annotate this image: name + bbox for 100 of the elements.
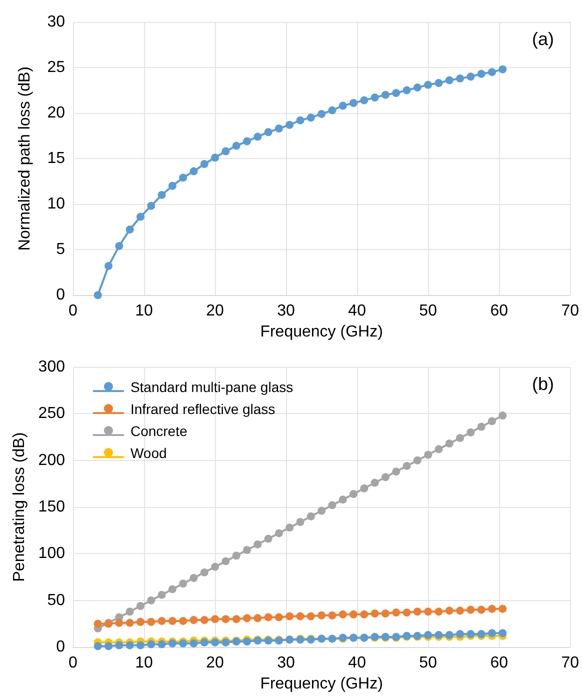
point xyxy=(360,484,368,492)
x-tick-label: 30 xyxy=(277,302,296,320)
point xyxy=(466,606,475,614)
point xyxy=(328,501,336,510)
point xyxy=(424,450,432,459)
point xyxy=(254,614,262,622)
point xyxy=(94,291,102,300)
y-tick-label: 150 xyxy=(38,498,66,516)
point xyxy=(200,160,208,168)
point xyxy=(318,611,326,620)
y-axis-title: Normalized path loss (dB) xyxy=(16,66,34,251)
point xyxy=(456,74,464,82)
point xyxy=(190,574,198,582)
point xyxy=(104,642,113,650)
point xyxy=(370,609,379,618)
point xyxy=(286,524,294,532)
point xyxy=(136,212,144,221)
point xyxy=(498,412,507,420)
point xyxy=(350,490,358,498)
point xyxy=(286,120,294,129)
point xyxy=(286,612,294,620)
point xyxy=(158,616,166,625)
y-tick-label: 15 xyxy=(47,150,66,168)
y-tick-label: 20 xyxy=(47,104,66,122)
point xyxy=(306,114,315,122)
point xyxy=(338,102,347,110)
y-tick-label: 300 xyxy=(38,358,66,376)
y-tick-label: 30 xyxy=(47,14,66,30)
point xyxy=(147,596,156,604)
y-tick-label: 25 xyxy=(47,59,66,76)
point xyxy=(328,106,336,114)
point xyxy=(179,580,188,588)
y-tick-label: 0 xyxy=(56,638,66,656)
point xyxy=(190,616,198,624)
point xyxy=(126,641,134,650)
point xyxy=(168,182,176,190)
point xyxy=(477,606,486,614)
point xyxy=(222,147,230,156)
annotation: (a) xyxy=(532,29,554,49)
point xyxy=(402,462,411,470)
point xyxy=(477,422,486,431)
point xyxy=(115,618,124,627)
point xyxy=(211,562,220,571)
point xyxy=(168,585,176,594)
point xyxy=(94,642,102,650)
x-tick-label: 20 xyxy=(206,302,224,320)
point xyxy=(318,110,326,118)
point xyxy=(190,167,198,176)
point xyxy=(232,142,240,150)
point xyxy=(381,473,390,482)
point xyxy=(136,602,144,610)
point xyxy=(179,616,188,625)
point xyxy=(488,629,496,638)
point xyxy=(274,529,283,538)
point xyxy=(126,618,134,627)
point xyxy=(338,610,347,618)
point xyxy=(402,86,411,94)
point xyxy=(413,608,422,616)
point xyxy=(445,440,454,448)
point xyxy=(360,96,368,104)
point xyxy=(94,620,102,628)
x-tick-label: 70 xyxy=(561,654,580,672)
point xyxy=(477,70,486,78)
point xyxy=(147,640,156,648)
point xyxy=(445,606,454,615)
y-tick-label: 5 xyxy=(56,241,66,258)
point xyxy=(338,496,347,504)
point xyxy=(211,615,220,624)
point xyxy=(232,615,240,624)
point xyxy=(392,89,400,98)
point xyxy=(242,137,251,146)
point xyxy=(498,65,507,74)
x-tick-label: 10 xyxy=(135,654,154,672)
point xyxy=(434,78,443,87)
y-tick-label: 10 xyxy=(47,196,66,213)
point xyxy=(370,94,379,102)
x-axis-title: Frequency (GHz) xyxy=(260,676,383,692)
x-tick-label: 40 xyxy=(348,654,366,672)
point xyxy=(488,68,496,76)
x-tick-label: 0 xyxy=(68,654,78,672)
point xyxy=(126,608,134,616)
y-tick-label: 50 xyxy=(47,592,66,609)
point xyxy=(115,242,124,250)
point xyxy=(222,557,230,566)
point xyxy=(158,190,166,199)
point xyxy=(350,610,358,618)
point xyxy=(466,72,475,81)
point xyxy=(445,76,454,84)
point xyxy=(274,613,283,622)
point xyxy=(456,434,464,442)
point xyxy=(242,546,251,554)
point xyxy=(158,590,166,599)
point xyxy=(104,262,113,270)
x-tick-label: 10 xyxy=(135,302,154,320)
point xyxy=(264,613,272,622)
y-tick-label: 100 xyxy=(38,545,66,562)
point xyxy=(456,630,464,638)
point xyxy=(136,641,144,650)
legend-label: Standard multi-pane glass xyxy=(130,379,294,395)
point xyxy=(222,615,230,624)
